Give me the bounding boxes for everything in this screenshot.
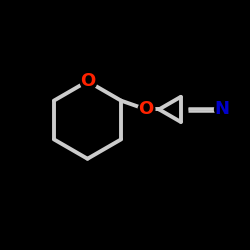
Text: O: O bbox=[138, 100, 154, 118]
Text: N: N bbox=[214, 100, 229, 118]
Text: O: O bbox=[80, 72, 95, 90]
